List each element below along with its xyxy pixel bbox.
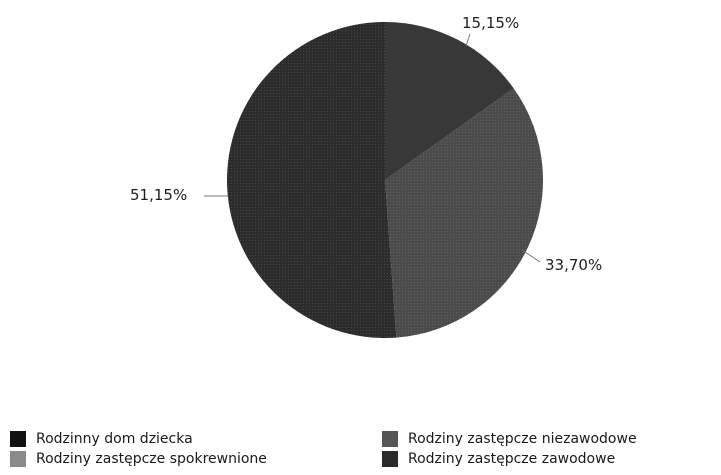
chart-legend: Rodzinny dom dziecka Rodziny zastępcze n… [10,430,721,468]
slice-value-label: 51,15% [130,186,187,204]
legend-swatch [10,451,26,467]
legend-swatch [382,451,398,467]
pie-slice-texture [226,21,397,338]
leader-line [521,249,541,263]
pie-slice-texture [385,88,544,338]
slice-value-label: 33,70% [545,256,602,274]
legend-label: Rodziny zastępcze zawodowe [408,451,616,467]
legend-item-niezawodowe: Rodziny zastępcze niezawodowe [382,430,721,448]
legend-item-spokrewnione: Rodziny zastępcze spokrewnione [10,450,382,468]
legend-label: Rodziny zastępcze niezawodowe [408,431,637,447]
pie-slice [385,22,514,180]
slice-value-label: 15,15% [462,14,519,32]
legend-swatch [382,431,398,447]
legend-swatch [10,431,26,447]
legend-label: Rodziny zastępcze spokrewnione [36,451,267,467]
pie-chart: 51,15% 33,70% 15,15% [130,14,602,338]
leader-line [465,33,471,47]
legend-item-zawodowe: Rodziny zastępcze zawodowe [382,450,721,468]
legend-label: Rodzinny dom dziecka [36,431,193,447]
legend-item-rodzinny-dom-dziecka: Rodzinny dom dziecka [10,430,382,448]
